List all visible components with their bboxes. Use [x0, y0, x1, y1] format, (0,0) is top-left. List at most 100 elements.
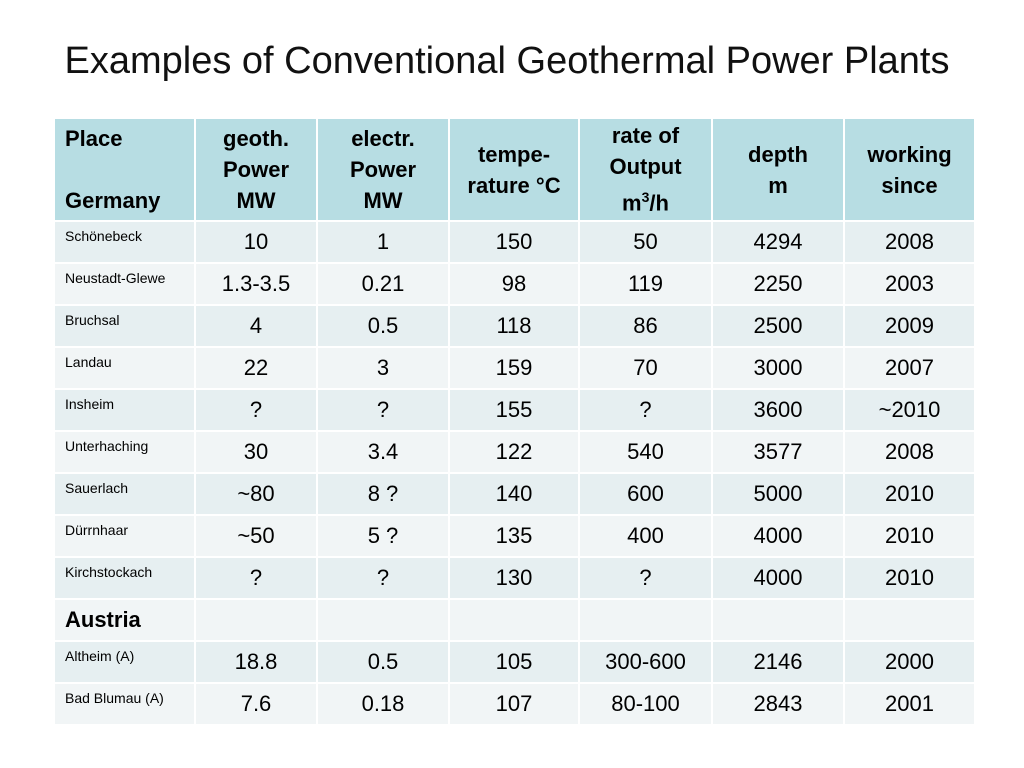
cell-place: Neustadt-Glewe — [53, 262, 196, 306]
header-geoth-power: geoth. Power MW — [194, 117, 318, 222]
cell-since: 2009 — [843, 304, 976, 348]
header-temperature: tempe- rature °C — [448, 117, 580, 222]
cell-temp: 122 — [448, 430, 580, 474]
cell-electr: 0.5 — [316, 640, 450, 684]
cell-geoth: ~50 — [194, 514, 318, 558]
cell-geoth: 7.6 — [194, 682, 318, 726]
header-rate-unit: m3/h — [580, 182, 711, 218]
cell-geoth: ? — [194, 388, 318, 432]
cell-since: 2007 — [843, 346, 976, 390]
cell-depth: 2146 — [711, 640, 845, 684]
cell-rate: 50 — [578, 220, 713, 264]
cell-since: 2010 — [843, 556, 976, 600]
header-place-label: Place — [65, 126, 123, 151]
cell-temp: 150 — [448, 220, 580, 264]
header-text: MW — [236, 188, 276, 213]
cell-place: Bad Blumau (A) — [53, 682, 196, 726]
cell-rate — [578, 598, 713, 642]
cell-since — [843, 598, 976, 642]
cell-rate: 540 — [578, 430, 713, 474]
cell-electr: 1 — [316, 220, 450, 264]
cell-rate: ? — [578, 388, 713, 432]
cell-temp: 159 — [448, 346, 580, 390]
cell-since: 2001 — [843, 682, 976, 726]
cell-depth: 3577 — [711, 430, 845, 474]
cell-depth: 2500 — [711, 304, 845, 348]
cell-since: 2010 — [843, 514, 976, 558]
header-text: rature °C — [467, 172, 561, 198]
cell-geoth: 22 — [194, 346, 318, 390]
cell-place: Bruchsal — [53, 304, 196, 348]
cell-place: Unterhaching — [53, 430, 196, 474]
table-row: Unterhaching 30 3.4 122 540 3577 2008 — [53, 430, 976, 474]
header-text: MW — [363, 188, 403, 213]
unit-base: m — [622, 190, 642, 216]
cell-depth: 5000 — [711, 472, 845, 516]
cell-rate: 400 — [578, 514, 713, 558]
table-row: Landau 22 3 159 70 3000 2007 — [53, 346, 976, 390]
table-row: Schönebeck 10 1 150 50 4294 2008 — [53, 220, 976, 264]
cell-place: Dürrnhaar — [53, 514, 196, 558]
header-text: m — [768, 172, 788, 198]
cell-electr: ? — [316, 556, 450, 600]
header-place: Place Germany — [53, 117, 196, 222]
unit-sup: 3 — [641, 189, 650, 206]
cell-place: Schönebeck — [53, 220, 196, 264]
cell-place: Altheim (A) — [53, 640, 196, 684]
cell-depth: 4000 — [711, 556, 845, 600]
cell-geoth: 10 — [194, 220, 318, 264]
unit-rest: /h — [649, 190, 669, 216]
cell-electr: 0.18 — [316, 682, 450, 726]
cell-since: ~2010 — [843, 388, 976, 432]
header-rate-of-output: rate of Output m3/h — [578, 117, 713, 222]
cell-since: 2008 — [843, 220, 976, 264]
power-plants-table: Place Germany geoth. Power MW electr. Po… — [53, 117, 976, 726]
cell-electr: 0.21 — [316, 262, 450, 306]
cell-geoth: 1.3-3.5 — [194, 262, 318, 306]
cell-place: Sauerlach — [53, 472, 196, 516]
header-text: working — [867, 141, 952, 167]
header-text: Output — [609, 154, 682, 180]
cell-temp: 98 — [448, 262, 580, 306]
cell-geoth: ? — [194, 556, 318, 600]
table-row: Neustadt-Glewe 1.3-3.5 0.21 98 119 2250 2003 — [53, 262, 976, 306]
header-text: Power — [222, 157, 290, 182]
header-text: depth — [748, 141, 808, 167]
slide-title: Examples of Conventional Geothermal Powe… — [64, 40, 950, 82]
cell-since: 2008 — [843, 430, 976, 474]
table-body: Schönebeck 10 1 150 50 4294 2008 Neustadt-Glewe… — [53, 220, 976, 726]
cell-electr: 8 ? — [316, 472, 450, 516]
header-working-since: working since — [843, 117, 976, 222]
header-text: geoth. — [223, 126, 289, 151]
cell-temp: 155 — [448, 388, 580, 432]
cell-temp — [448, 598, 580, 642]
cell-geoth: 30 — [194, 430, 318, 474]
cell-temp: 135 — [448, 514, 580, 558]
table-row: Dürrnhaar ~50 5 ? 135 400 4000 2010 — [53, 514, 976, 558]
cell-temp: 105 — [448, 640, 580, 684]
header-text: Power — [349, 157, 417, 182]
cell-electr: ? — [316, 388, 450, 432]
cell-rate: 80-100 — [578, 682, 713, 726]
table-row: Bruchsal 4 0.5 118 86 2500 2009 — [53, 304, 976, 348]
table-row: Bad Blumau (A) 7.6 0.18 107 80-100 2843 2001 — [53, 682, 976, 726]
cell-depth: 2843 — [711, 682, 845, 726]
table-row: Sauerlach ~80 8 ? 140 600 5000 2010 — [53, 472, 976, 516]
cell-depth: 3600 — [711, 388, 845, 432]
cell-geoth: 4 — [194, 304, 318, 348]
cell-geoth: 18.8 — [194, 640, 318, 684]
cell-electr: 3.4 — [316, 430, 450, 474]
cell-since: 2000 — [843, 640, 976, 684]
group-row: Austria — [53, 598, 976, 642]
cell-geoth: ~80 — [194, 472, 318, 516]
cell-temp: 130 — [448, 556, 580, 600]
cell-since: 2010 — [843, 472, 976, 516]
table-row: Insheim?? 155? 3600 ~2010 — [53, 388, 976, 432]
cell-depth — [711, 598, 845, 642]
cell-place: Kirchstockach — [53, 556, 196, 600]
header-depth: depth m — [711, 117, 845, 222]
cell-electr: 3 — [316, 346, 450, 390]
cell-rate: ? — [578, 556, 713, 600]
header-text: electr. — [351, 126, 415, 151]
cell-depth: 4000 — [711, 514, 845, 558]
